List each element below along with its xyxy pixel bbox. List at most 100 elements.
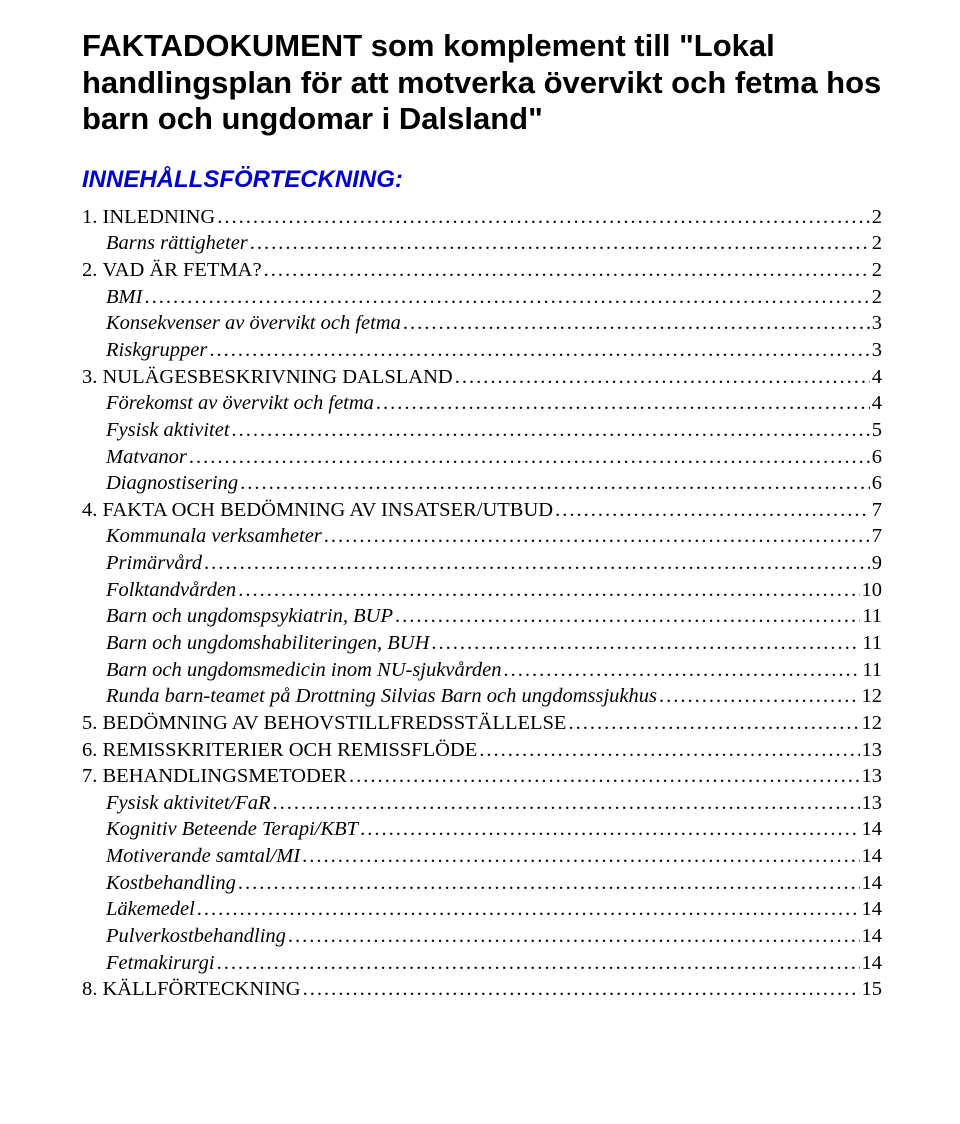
toc-entry: Kostbehandling 14 [82,870,882,897]
toc-entry: 6. REMISSKRITERIER OCH REMISSFLÖDE 13 [82,737,882,764]
toc-entry: Pulverkostbehandling 14 [82,923,882,950]
toc-heading: INNEHÅLLSFÖRTECKNING: [82,166,882,194]
toc-leader-dots [217,950,860,977]
toc-entry: BMI 2 [82,284,882,311]
toc-entry-page: 4 [872,390,882,417]
toc-entry-page: 12 [862,710,883,737]
toc-leader-dots [455,364,870,391]
toc-entry-label: Fysisk aktivitet [106,417,230,444]
toc-entry-page: 3 [872,310,882,337]
toc-leader-dots [324,523,870,550]
toc-entry-label: Folktandvården [106,577,236,604]
toc-leader-dots [217,204,870,231]
toc-entry-label: 8. KÄLLFÖRTECKNING [82,976,301,1003]
toc-leader-dots [360,816,859,843]
toc-entry: Folktandvården 10 [82,577,882,604]
toc-entry-label: Kognitiv Beteende Terapi/KBT [106,816,358,843]
toc-leader-dots [302,843,859,870]
table-of-contents: 1. INLEDNING 2Barns rättigheter 22. VAD … [82,204,882,1003]
toc-leader-dots [555,497,870,524]
toc-leader-dots [209,337,869,364]
toc-leader-dots [568,710,859,737]
toc-entry-page: 7 [872,523,882,550]
toc-entry-page: 6 [872,470,882,497]
toc-entry: Riskgrupper 3 [82,337,882,364]
toc-entry-label: BMI [106,284,142,311]
toc-entry: Fysisk aktivitet 5 [82,417,882,444]
toc-entry: Runda barn-teamet på Drottning Silvias B… [82,683,882,710]
toc-entry-label: 1. INLEDNING [82,204,215,231]
toc-entry-label: 3. NULÄGESBESKRIVNING DALSLAND [82,364,453,391]
toc-leader-dots [303,976,860,1003]
toc-entry-page: 4 [872,364,882,391]
toc-entry-label: Matvanor [106,444,187,471]
toc-entry-page: 15 [862,976,883,1003]
toc-entry-label: Barns rättigheter [106,230,248,257]
toc-entry-page: 12 [862,683,883,710]
toc-entry-page: 14 [862,950,883,977]
toc-entry: 2. VAD ÄR FETMA? 2 [82,257,882,284]
toc-entry-label: 7. BEHANDLINGSMETODER [82,763,347,790]
toc-entry-page: 9 [872,550,882,577]
toc-entry-page: 10 [862,577,883,604]
toc-leader-dots [197,896,860,923]
toc-entry: 7. BEHANDLINGSMETODER 13 [82,763,882,790]
toc-entry-label: 2. VAD ÄR FETMA? [82,257,262,284]
toc-entry-label: Diagnostisering [106,470,238,497]
toc-entry-label: Fysisk aktivitet/FaR [106,790,271,817]
toc-entry-label: Kommunala verksamheter [106,523,322,550]
toc-entry-page: 2 [872,284,882,311]
toc-entry-label: Pulverkostbehandling [106,923,286,950]
toc-entry-label: Runda barn-teamet på Drottning Silvias B… [106,683,657,710]
toc-entry-page: 5 [872,417,882,444]
toc-entry: 3. NULÄGESBESKRIVNING DALSLAND 4 [82,364,882,391]
toc-entry-page: 14 [862,870,883,897]
toc-entry: 4. FAKTA OCH BEDÖMNING AV INSATSER/UTBUD… [82,497,882,524]
toc-entry-page: 3 [872,337,882,364]
toc-entry-label: Läkemedel [106,896,195,923]
toc-entry-label: Förekomst av övervikt och fetma [106,390,374,417]
toc-entry-page: 14 [862,896,883,923]
toc-leader-dots [250,230,870,257]
toc-entry-label: 6. REMISSKRITERIER OCH REMISSFLÖDE [82,737,477,764]
toc-entry-page: 2 [872,257,882,284]
toc-entry-page: 2 [872,230,882,257]
toc-leader-dots [376,390,870,417]
document-page: FAKTADOKUMENT som komplement till "Lokal… [0,0,960,1124]
toc-entry-label: Primärvård [106,550,202,577]
toc-entry-label: 5. BEDÖMNING AV BEHOVSTILLFREDSSTÄLLELSE [82,710,566,737]
toc-entry: Fetmakirurgi 14 [82,950,882,977]
toc-entry-page: 7 [872,497,882,524]
toc-leader-dots [204,550,870,577]
toc-entry: Primärvård 9 [82,550,882,577]
toc-entry: Barn och ungdomsmedicin inom NU-sjukvård… [82,657,882,684]
toc-leader-dots [273,790,860,817]
toc-entry: Diagnostisering 6 [82,470,882,497]
toc-entry: Barn och ungdomshabiliteringen, BUH 11 [82,630,882,657]
toc-leader-dots [238,870,860,897]
toc-leader-dots [431,630,860,657]
toc-entry-page: 13 [862,763,883,790]
toc-entry-label: Barn och ungdomsmedicin inom NU-sjukvård… [106,657,502,684]
toc-entry-page: 11 [862,630,882,657]
toc-entry: Kognitiv Beteende Terapi/KBT 14 [82,816,882,843]
toc-entry: Kommunala verksamheter 7 [82,523,882,550]
toc-entry-page: 2 [872,204,882,231]
toc-leader-dots [189,444,870,471]
toc-leader-dots [395,603,860,630]
toc-entry-page: 11 [862,603,882,630]
toc-entry: Läkemedel 14 [82,896,882,923]
toc-entry: 5. BEDÖMNING AV BEHOVSTILLFREDSSTÄLLELSE… [82,710,882,737]
toc-entry-page: 6 [872,444,882,471]
toc-entry-label: 4. FAKTA OCH BEDÖMNING AV INSATSER/UTBUD [82,497,553,524]
toc-entry: Matvanor 6 [82,444,882,471]
toc-entry: 8. KÄLLFÖRTECKNING 15 [82,976,882,1003]
toc-leader-dots [240,470,870,497]
toc-leader-dots [238,577,859,604]
toc-entry-label: Riskgrupper [106,337,207,364]
toc-entry: Konsekvenser av övervikt och fetma 3 [82,310,882,337]
toc-leader-dots [349,763,860,790]
toc-entry-label: Konsekvenser av övervikt och fetma [106,310,401,337]
toc-leader-dots [144,284,869,311]
toc-entry-page: 14 [862,923,883,950]
